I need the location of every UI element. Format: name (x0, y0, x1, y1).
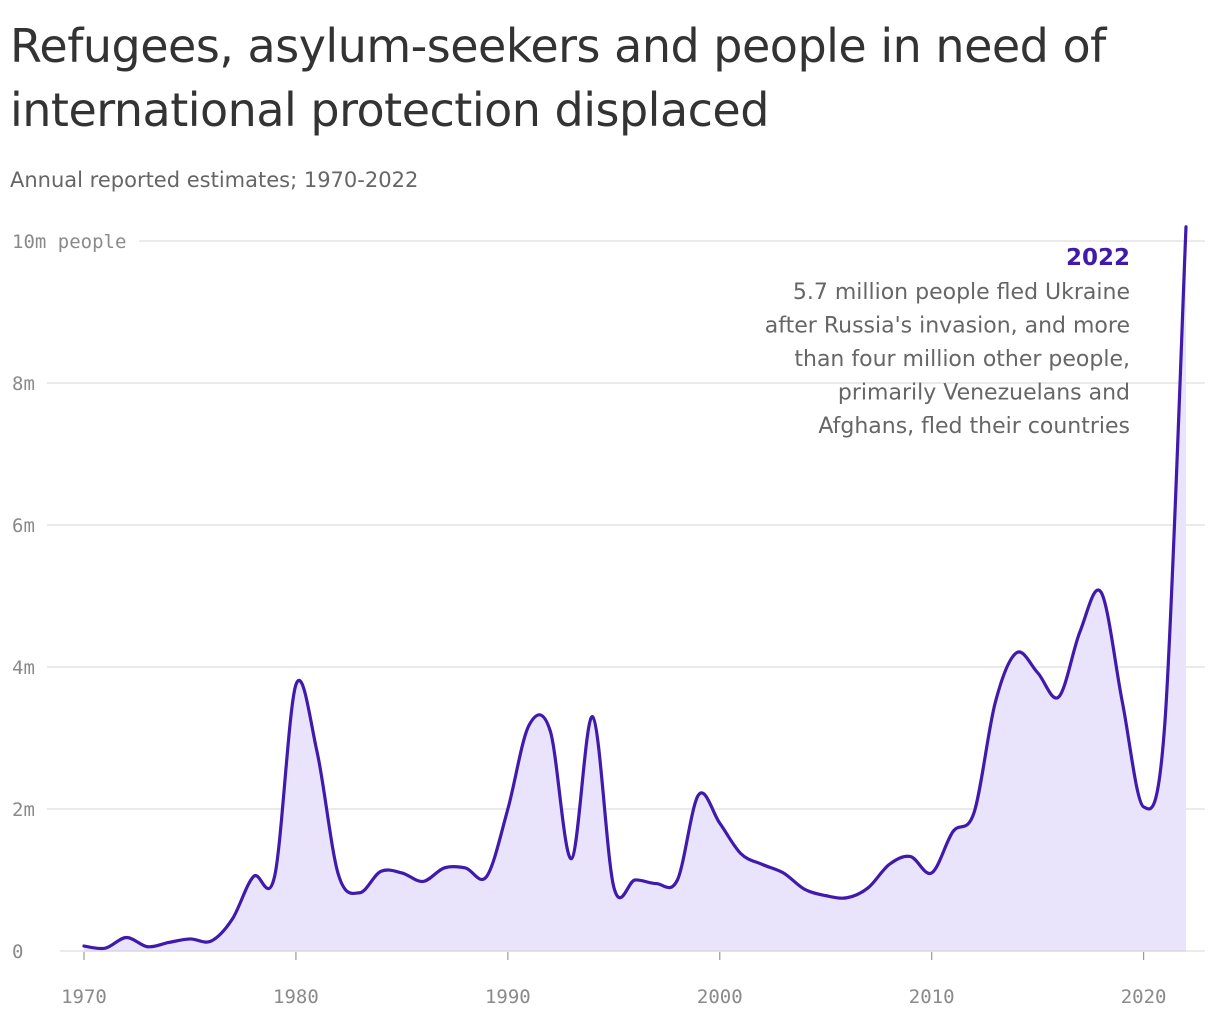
data-point (273, 874, 277, 878)
data-point (697, 793, 701, 797)
annotation-line: than four million other people, (794, 347, 1130, 372)
data-point (1099, 590, 1103, 594)
data-point (103, 946, 107, 950)
data-point (442, 866, 446, 870)
y-tick-label: 2m (12, 799, 35, 821)
y-tick-label: 6m (12, 515, 35, 537)
data-point (294, 683, 298, 687)
x-tick-label: 2000 (697, 986, 743, 1008)
data-point (591, 715, 595, 719)
data-point (527, 723, 531, 727)
data-point (124, 936, 128, 940)
data-point (315, 750, 319, 754)
data-point (951, 830, 955, 834)
data-point (358, 891, 362, 895)
data-point (1036, 671, 1040, 675)
y-tick-label: 10m people (12, 231, 126, 253)
data-point (379, 869, 383, 873)
data-point (1142, 805, 1146, 809)
data-point (972, 811, 976, 815)
data-point (230, 917, 234, 921)
chart-title: Refugees, asylum-seekers and people in n… (10, 19, 1106, 137)
x-tick-label: 1990 (485, 986, 531, 1008)
data-point (824, 894, 828, 898)
data-point (506, 807, 510, 811)
y-tick-label: 4m (12, 657, 35, 679)
y-tick-label: 0 (12, 941, 23, 963)
annotation-line: 5.7 million people fled Ukraine (793, 280, 1130, 305)
data-point (739, 852, 743, 856)
data-point (993, 701, 997, 705)
data-point (252, 874, 256, 878)
data-point (167, 940, 171, 944)
data-point (654, 882, 658, 886)
data-point (1078, 630, 1082, 634)
annotation-line: Afghans, fled their countries (818, 414, 1130, 439)
data-point (866, 886, 870, 890)
data-point (612, 885, 616, 889)
series-line (82, 225, 1188, 951)
data-point (421, 879, 425, 883)
x-tick-label: 1980 (273, 986, 319, 1008)
y-tick-label: 8m (12, 373, 35, 395)
chart-subtitle: Annual reported estimates; 1970-2022 (10, 168, 419, 192)
annotation-year: 2022 (1066, 245, 1130, 271)
data-point (909, 855, 913, 859)
data-point (633, 878, 637, 882)
data-point (760, 862, 764, 866)
data-point (1120, 701, 1124, 705)
data-point (1057, 695, 1061, 699)
data-point (803, 887, 807, 891)
data-point (1184, 225, 1188, 229)
data-point (548, 729, 552, 733)
data-point (887, 862, 891, 866)
data-point (209, 939, 213, 943)
annotation: 2022 5.7 million people fled Ukraine after… (765, 245, 1130, 439)
data-point (188, 937, 192, 941)
x-tick-label: 2020 (1121, 986, 1167, 1008)
series-layer (82, 225, 1188, 952)
data-point (1014, 651, 1018, 655)
axis-tick-labels: 0 2m 4m 6m 8m 10m people 1970 1980 1990 2000 2010 2… (12, 231, 1166, 1008)
data-point (1163, 722, 1167, 726)
data-point (675, 878, 679, 882)
annotation-line: after Russia's invasion, and more (765, 314, 1130, 339)
series-area-fill (84, 226, 1186, 952)
annotation-line: primarily Venezuelans and (838, 381, 1130, 406)
data-point (82, 944, 86, 948)
data-point (485, 874, 489, 878)
data-point (463, 866, 467, 870)
x-tick-label: 1970 (61, 986, 107, 1008)
data-point (146, 945, 150, 949)
data-point (336, 872, 340, 876)
data-point (400, 871, 404, 875)
data-point (569, 857, 573, 861)
data-point (930, 871, 934, 875)
x-tick-label: 2010 (909, 986, 955, 1008)
data-point (845, 896, 849, 900)
data-point (781, 871, 785, 875)
data-point (718, 821, 722, 825)
